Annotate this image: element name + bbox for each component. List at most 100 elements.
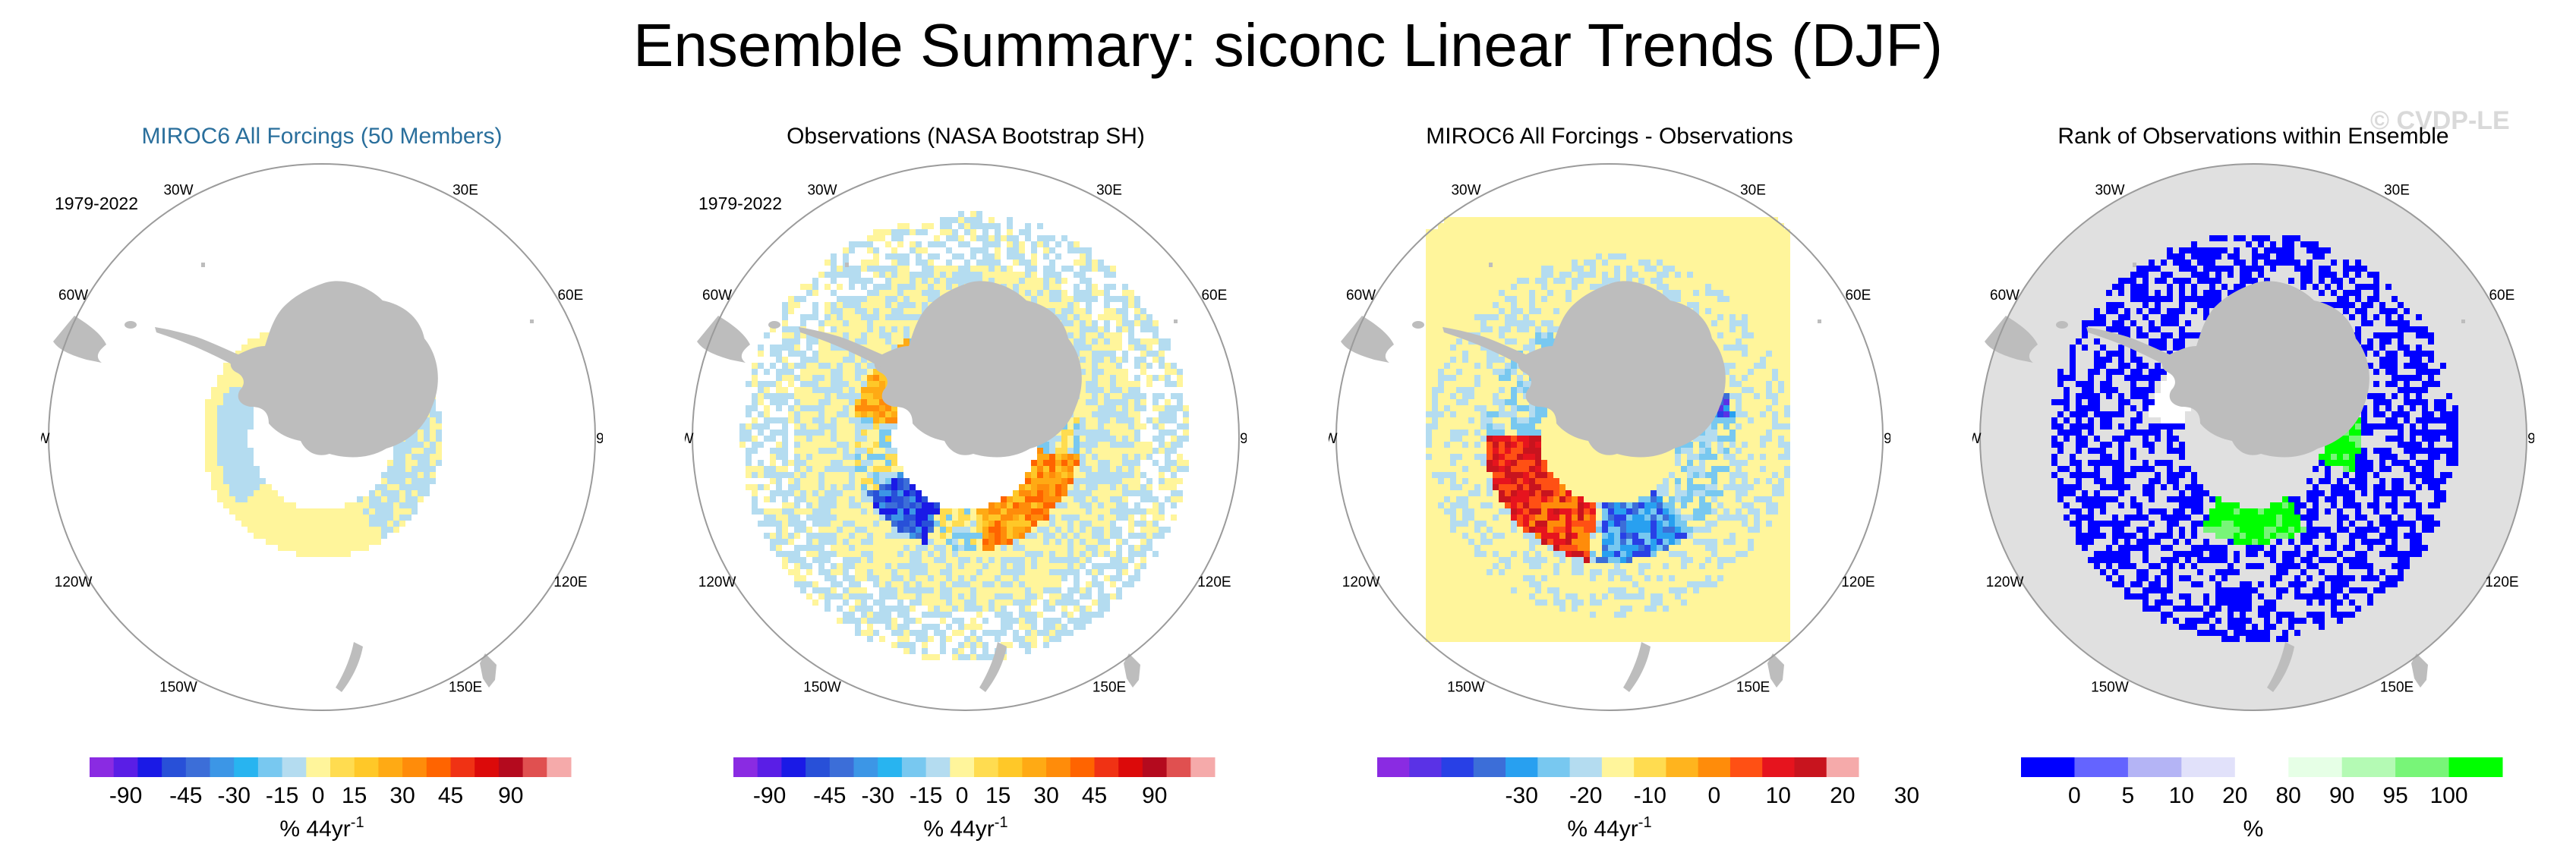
longitude-label: 60W [1990,288,2019,304]
south-america-tip [697,316,750,363]
longitude-label: 90W [41,431,50,447]
longitude-label: 0 [2250,156,2258,160]
longitude-label: 150W [2091,679,2129,695]
colorbar-tick-label: -10 [1634,783,1666,808]
colorbar-tick-label: 5 [2122,783,2135,808]
colorbar-swatch [185,757,210,777]
colorbar-swatch [1601,757,1635,777]
colorbar-swatch [1070,757,1095,777]
south-georgia [201,263,205,267]
longitude-label: 60E [1201,288,1227,304]
south-america-tip [1985,316,2038,363]
colorbar-tick-label: 0 [956,783,969,808]
colorbar-tick-label: -90 [753,783,786,808]
longitude-label: 150E [1736,679,1770,695]
colorbar-units: % [2243,817,2264,842]
colorbar-swatch [1537,757,1571,777]
colorbar-swatch [2288,757,2343,777]
panel-title: MIROC6 All Forcings (50 Members) [141,124,503,149]
colorbar-swatch [2021,757,2075,777]
colorbar-swatch [378,757,403,777]
longitude-label: 120E [1197,574,1231,590]
longitude-label: 90E [1884,431,1890,447]
colorbar-swatch [210,757,235,777]
colorbar-swatch [1046,757,1071,777]
colorbar-swatch [925,757,951,777]
antarctica-landmass [874,281,1082,458]
colorbar-swatch [162,757,187,777]
polar-map: 030E60E90E120E150E180150W120W90W60W30W [1329,156,1890,711]
colorbar-tick-label: 45 [1082,783,1107,808]
longitude-label: 90W [685,431,694,447]
colorbar-swatch [2074,757,2129,777]
colorbar-units: % 44yr-1 [1567,814,1651,842]
colorbar-tick-label: 95 [2382,783,2407,808]
polar-map: 030E60E90E120E150E180150W120W90W60W30W [41,156,603,711]
longitude-label: 150E [449,679,482,695]
antarctic-peninsula [1442,327,1528,367]
colorbar-swatch [1377,757,1410,777]
colorbar-swatch [1762,757,1795,777]
map-boundary-circle [1979,163,2527,711]
colorbar-swatch [282,757,307,777]
longitude-label: 60E [557,288,583,304]
longitude-label: 60E [1845,288,1871,304]
longitude-label: 120W [698,574,736,590]
colorbar-swatch [2127,757,2182,777]
colorbar-tick-label: 30 [1033,783,1058,808]
colorbar-swatch [806,757,831,777]
colorbar-swatch [950,757,975,777]
colorbar-swatch [1409,757,1442,777]
longitude-label: 60W [58,288,88,304]
colorbar-tick-label: 15 [342,783,367,808]
longitude-label: 120E [1841,574,1874,590]
colorbar-swatch [901,757,927,777]
colorbar-swatch [113,757,138,777]
colorbar-swatch [1118,757,1143,777]
colorbar-swatch [1022,757,1047,777]
south-america-tip [1341,316,1394,363]
polar-map: 030E60E90E120E150E180150W120W90W60W30W [685,156,1247,711]
colorbar-swatch [974,757,999,777]
colorbar-swatch [1142,757,1168,777]
map-boundary-circle [692,163,1240,711]
colorbar-swatch [522,757,547,777]
new-zealand [1623,642,1651,692]
longitude-label: 90E [596,431,603,447]
longitude-label: 30E [1740,183,1766,199]
longitude-label: 30E [1096,183,1122,199]
colorbar-tick-label: 20 [2222,783,2247,808]
antarctica-landmass [2161,281,2369,458]
colorbar-tick-label: -45 [169,783,202,808]
polar-map: 030E60E90E120E150E180150W120W90W60W30W [1972,156,2534,711]
longitude-label: 90E [2527,431,2534,447]
colorbar-swatch [450,757,475,777]
tasmania-australia [1767,653,1784,688]
colorbar-swatch [137,757,162,777]
antarctic-peninsula [2086,327,2171,367]
period-label: 1979-2022 [55,194,138,213]
colorbar-units: % 44yr-1 [923,814,1007,842]
longitude-label: 0 [318,156,326,160]
panel-miroc6-trends: MIROC6 All Forcings (50 Members) 1979-20… [0,114,644,856]
colorbar-swatch [1826,757,1859,777]
colorbar-swatch [475,757,500,777]
longitude-label: 150W [803,679,841,695]
colorbar-tick-label: 0 [2068,783,2081,808]
south-georgia [1489,263,1493,267]
longitude-label: 120W [55,574,93,590]
colorbar-swatch [90,757,115,777]
colorbar: -90 -45 -30 -15 0 15 30 45 90 % 44yr-1 [90,757,572,842]
colorbar-swatch [1729,757,1763,777]
colorbar-tick-label: -30 [1506,783,1538,808]
longitude-label: 60E [2489,288,2515,304]
colorbar-swatch [757,757,782,777]
longitude-label: 0 [962,156,970,160]
colorbar-swatch [402,757,427,777]
south-america-tip [53,316,106,363]
colorbar-swatch [2395,757,2450,777]
period-label: 1979-2022 [698,194,782,213]
colorbar-swatch [234,757,259,777]
colorbar-swatch [1569,757,1603,777]
kerguelen [530,319,534,323]
